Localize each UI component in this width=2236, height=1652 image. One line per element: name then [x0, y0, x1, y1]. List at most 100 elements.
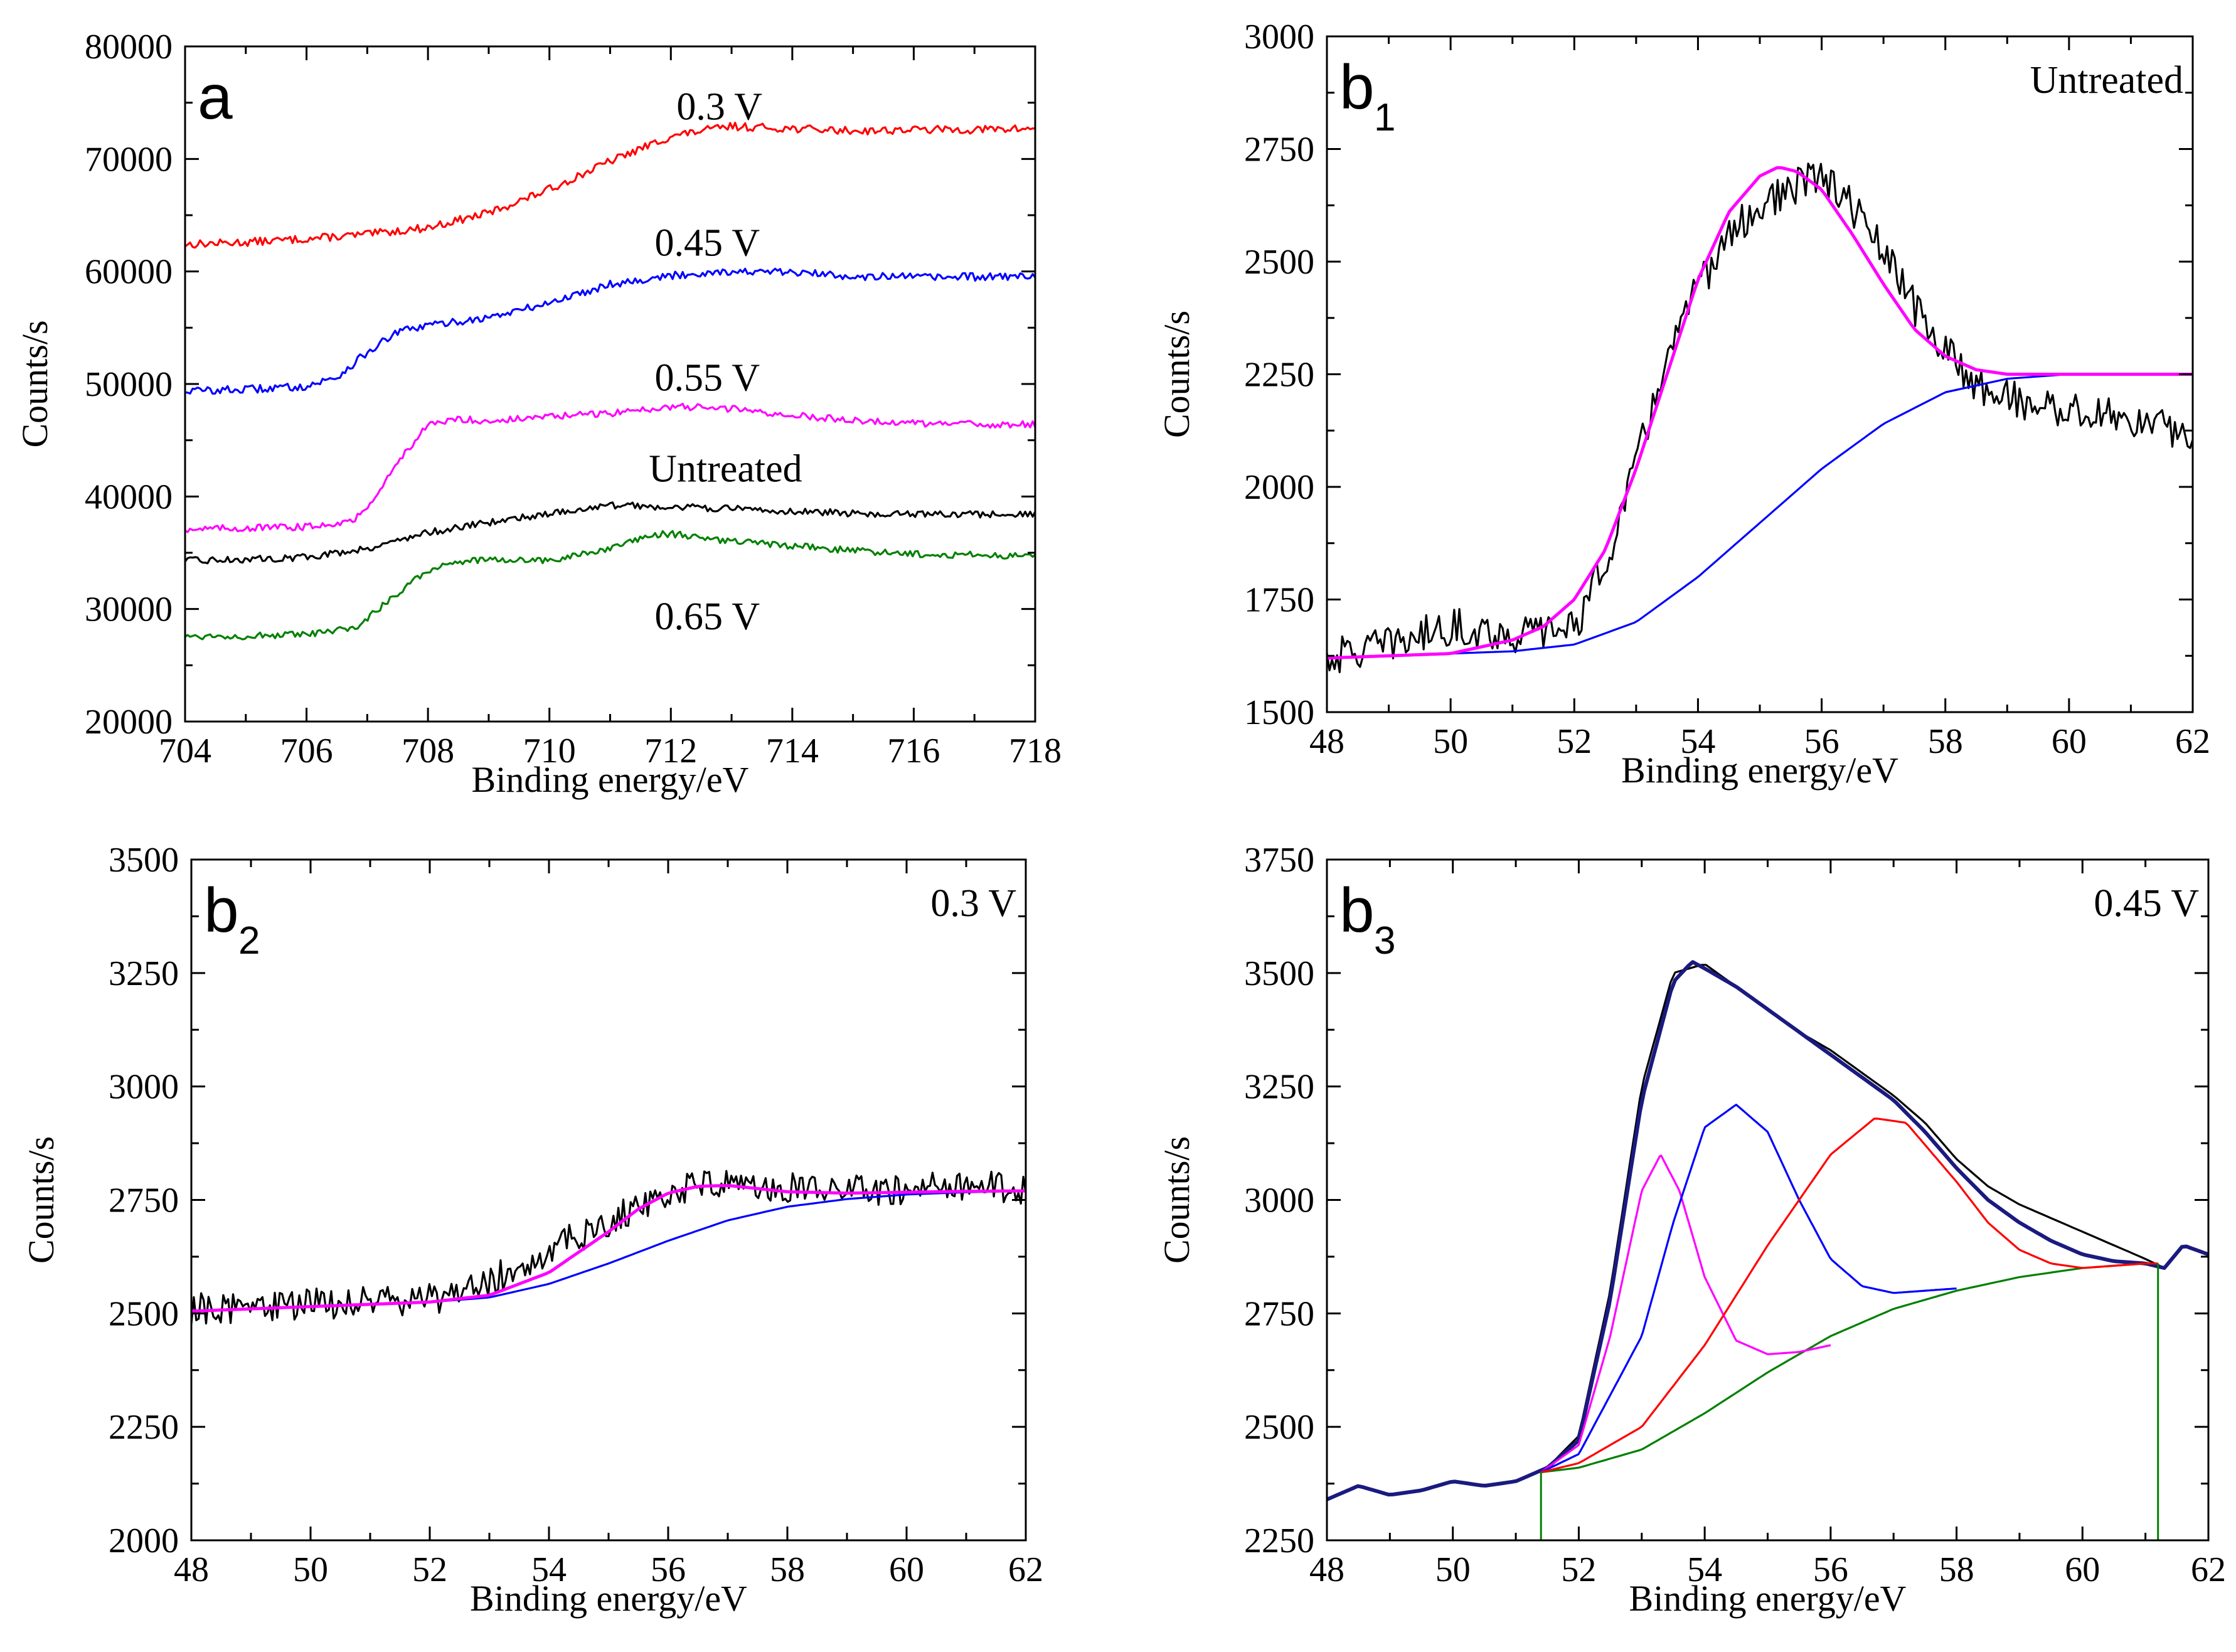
x-tick-label: 56 [1813, 1550, 1848, 1589]
y-tick-label: 1500 [1244, 693, 1314, 732]
y-tick-label: 60000 [85, 253, 173, 292]
plot-frame [1326, 858, 2210, 1542]
x-tick-label: 62 [2191, 1550, 2226, 1589]
x-tick-label: 48 [174, 1550, 209, 1589]
panel-b2: 48 50 52 54 56 58 60 62 2000 2250 2500 2750 3000 3250… [21, 841, 1043, 1619]
series-fit-line [1326, 960, 2210, 1501]
y-axis-label: Counts/s [14, 320, 55, 447]
x-tick-label: 54 [1687, 1550, 1722, 1589]
panel-subscript: 2 [238, 919, 260, 962]
curve-label: 0.55 V [655, 356, 760, 399]
x-tick-label: 708 [402, 732, 454, 770]
y-axis-label: Counts/s [1156, 311, 1197, 438]
panel-subscript: 1 [1374, 96, 1395, 139]
y-tick-label: 20000 [85, 703, 173, 742]
y-tick-label: 1750 [1244, 581, 1314, 620]
panel-letter: a [198, 62, 233, 132]
x-tick-label: 58 [1939, 1550, 1974, 1589]
y-tick-label: 2500 [1244, 1408, 1314, 1447]
y-axis-label: Counts/s [1156, 1136, 1197, 1264]
x-tick-label: 52 [412, 1550, 447, 1589]
x-tick-label: 56 [1804, 722, 1839, 761]
series-fit-line [191, 1184, 1026, 1313]
x-tick-label: 704 [159, 732, 211, 770]
series-data-line [190, 1170, 1027, 1324]
x-tick-label: 712 [644, 732, 697, 770]
x-tick-label: 62 [1008, 1550, 1043, 1589]
y-tick-label: 2750 [1244, 1294, 1314, 1333]
x-tick-label: 706 [280, 732, 333, 770]
y-tick-label: 3250 [1244, 1068, 1314, 1107]
x-axis-label: Binding energy/eV [1621, 750, 1898, 791]
x-axis-label: Binding energy/eV [472, 759, 749, 800]
x-tick-label: 60 [889, 1550, 924, 1589]
x-tick-label: 716 [887, 732, 940, 770]
y-tick-label: 3000 [109, 1068, 179, 1107]
x-tick-label: 48 [1309, 1550, 1344, 1589]
y-tick-label: 70000 [85, 140, 173, 179]
panel-letter: b [1339, 52, 1375, 122]
x-tick-label: 54 [531, 1550, 567, 1589]
y-tick-label: 2000 [1244, 468, 1314, 507]
y-tick-label: 80000 [85, 28, 173, 67]
series-0-65-v-line [184, 530, 1036, 641]
y-tick-label: 3000 [1244, 18, 1314, 56]
x-tick-label: 710 [523, 732, 576, 770]
panel-b3: 48 50 52 54 56 58 60 62 2250 2500 2750 3000 3250 3500… [1156, 841, 2226, 1619]
y-tick-label: 3000 [1244, 1181, 1314, 1220]
x-tick-label: 52 [1557, 722, 1592, 761]
x-tick-label: 56 [651, 1550, 686, 1589]
y-axis-label: Counts/s [21, 1136, 61, 1264]
series-data-line [1326, 964, 2209, 1501]
series-0-45-v-line [184, 267, 1036, 395]
curve-label: 0.3 V [676, 86, 762, 129]
x-tick-label: 58 [770, 1550, 805, 1589]
x-tick-label: 58 [1928, 722, 1963, 761]
y-tick-label: 2750 [1244, 131, 1314, 169]
x-tick-label: 714 [766, 732, 819, 770]
series-data-line [1326, 163, 2194, 674]
series-peak-2-line [1540, 1104, 1957, 1473]
x-axis-label: Binding energy/eV [470, 1578, 747, 1619]
condition-label: Untreated [2030, 59, 2183, 102]
y-tick-label: 2000 [109, 1521, 179, 1560]
series-peak-1-line [1540, 1154, 1831, 1473]
y-tick-label: 2500 [109, 1294, 179, 1333]
panel-a: 704 706 708 710 712 714 716 718 20000 30000 40000 5… [14, 28, 1062, 800]
y-tick-label: 2500 [1244, 243, 1314, 282]
x-axis-label: Binding energy/eV [1629, 1578, 1907, 1619]
x-tick-label: 60 [2052, 722, 2087, 761]
y-tick-label: 3250 [109, 954, 179, 993]
y-tick-label: 30000 [85, 590, 173, 629]
y-tick-label: 2250 [1244, 1521, 1314, 1560]
y-tick-label: 3500 [109, 841, 179, 880]
x-tick-label: 54 [1680, 722, 1715, 761]
panel-letter: b [204, 875, 239, 946]
series-0-3-v-line [184, 122, 1036, 249]
curve-label: Untreated [649, 448, 802, 491]
y-tick-label: 3750 [1244, 841, 1314, 880]
y-tick-label: 40000 [85, 477, 173, 516]
x-tick-label: 60 [2065, 1550, 2100, 1589]
curve-label: 0.65 V [655, 595, 760, 638]
series-0-55-v-line [184, 402, 1036, 533]
y-tick-label: 2750 [109, 1181, 179, 1220]
y-tick-label: 2250 [109, 1408, 179, 1447]
panel-b1: 48 50 52 54 56 58 60 62 1500 1750 2000 2250 2500 2750… [1156, 18, 2210, 791]
y-tick-label: 50000 [85, 365, 173, 404]
x-tick-label: 50 [1433, 722, 1468, 761]
panel-subscript: 3 [1374, 919, 1395, 962]
y-tick-label: 3500 [1244, 954, 1314, 993]
x-tick-label: 48 [1309, 722, 1344, 761]
x-tick-label: 50 [293, 1550, 328, 1589]
condition-label: 0.45 V [2094, 882, 2199, 925]
x-tick-label: 62 [2175, 722, 2210, 761]
condition-label: 0.3 V [930, 882, 1016, 925]
series-fit-line [1326, 166, 2193, 660]
curve-label: 0.45 V [655, 221, 760, 264]
panel-letter: b [1339, 875, 1375, 946]
x-tick-label: 50 [1435, 1550, 1471, 1589]
x-tick-label: 718 [1009, 732, 1062, 770]
series-baseline-line [1541, 1262, 2158, 1474]
